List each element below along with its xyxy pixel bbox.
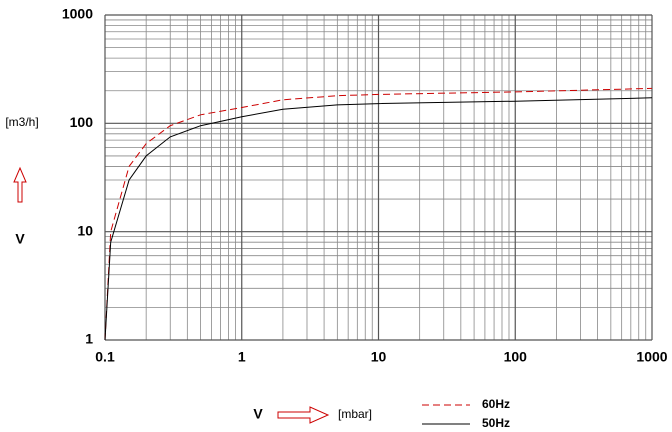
legend-label: 60Hz (482, 397, 510, 411)
y-tick-label: 1000 (62, 6, 93, 22)
y-axis-symbol: V (15, 231, 25, 247)
x-tick-label: 10 (371, 349, 387, 365)
y-tick-label: 1 (85, 331, 93, 347)
y-arrow (13, 166, 27, 203)
x-tick-label: 0.1 (95, 349, 115, 365)
y-tick-label: 10 (77, 222, 93, 238)
series-line (104, 97, 653, 341)
x-axis-symbol: V (253, 406, 263, 422)
x-tick-label: 1 (238, 349, 246, 365)
legend-label: 50Hz (482, 416, 510, 430)
x-axis-unit: [mbar] (338, 407, 372, 421)
x-tick-label: 100 (504, 349, 528, 365)
series-line (104, 87, 653, 341)
x-tick-label: 1000 (636, 349, 667, 365)
y-tick-label: 100 (70, 114, 94, 130)
y-axis-unit: [m3/h] (5, 115, 38, 129)
x-arrow (277, 406, 330, 424)
